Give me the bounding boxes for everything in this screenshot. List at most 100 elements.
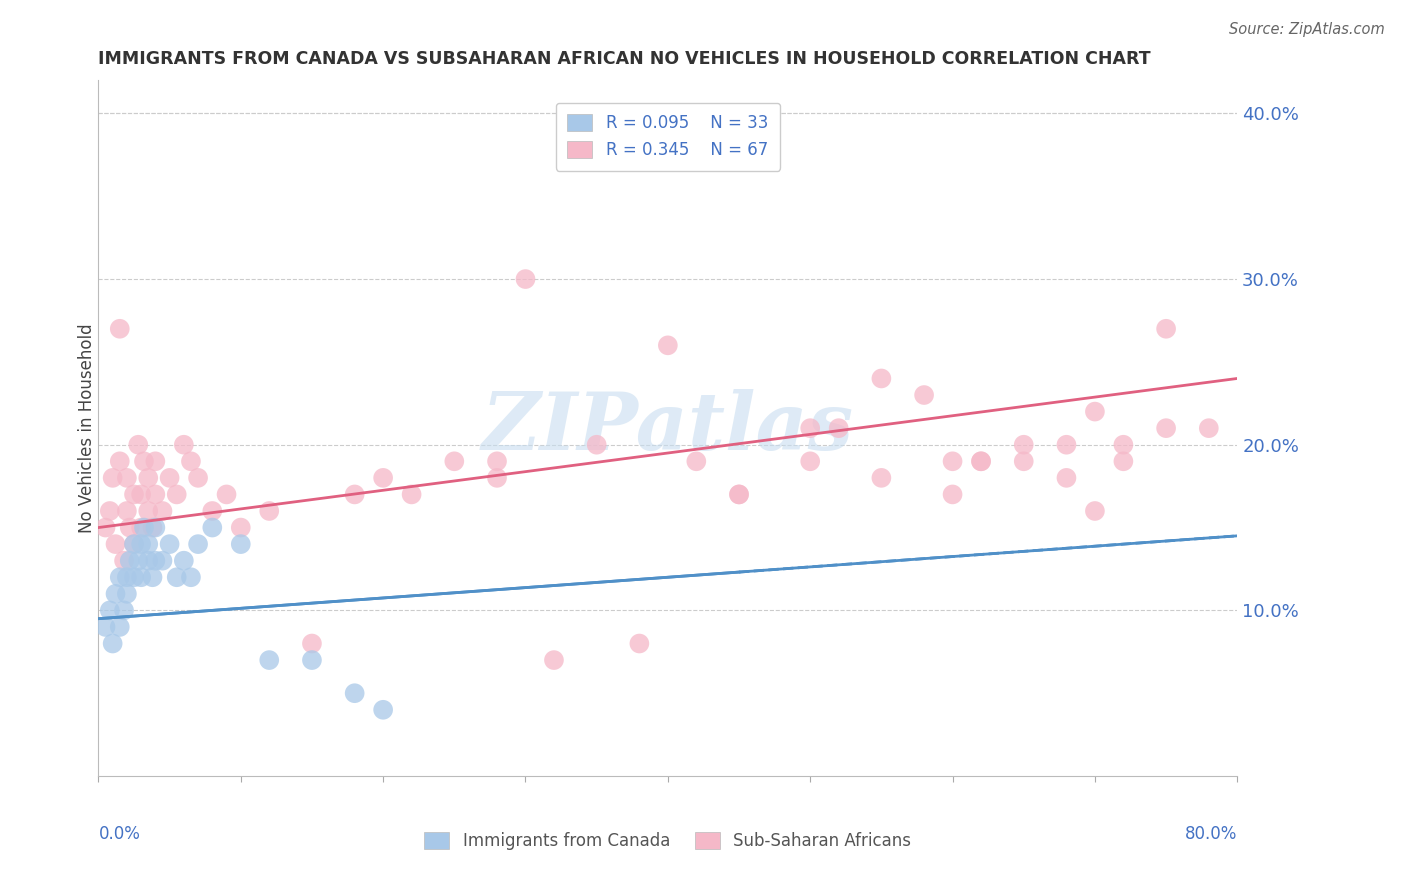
Point [1056, 438, 1078, 452]
Point [1084, 404, 1107, 418]
Point [166, 570, 188, 584]
Point [136, 471, 159, 485]
Point [129, 570, 152, 584]
Text: ZIPatlas: ZIPatlas [482, 390, 853, 467]
Point [942, 454, 965, 468]
Point [94, 620, 117, 634]
Point [728, 487, 751, 501]
Point [98, 504, 121, 518]
Point [628, 636, 651, 650]
Point [515, 272, 537, 286]
Point [127, 554, 149, 568]
Point [145, 454, 167, 468]
Point [141, 520, 163, 534]
Text: 0.0%: 0.0% [98, 825, 141, 843]
Point [94, 520, 117, 534]
Point [259, 653, 281, 667]
Point [486, 471, 509, 485]
Point [728, 487, 751, 501]
Point [543, 653, 565, 667]
Point [145, 520, 167, 534]
Point [970, 454, 993, 468]
Point [585, 438, 607, 452]
Point [443, 454, 465, 468]
Point [187, 537, 209, 551]
Point [343, 487, 366, 501]
Point [229, 520, 252, 534]
Point [112, 603, 135, 617]
Point [132, 454, 155, 468]
Point [401, 487, 423, 501]
Point [173, 438, 195, 452]
Y-axis label: No Vehicles in Household: No Vehicles in Household [79, 323, 96, 533]
Point [1012, 454, 1035, 468]
Point [136, 537, 159, 551]
Point [152, 554, 174, 568]
Point [122, 537, 145, 551]
Point [1112, 438, 1135, 452]
Point [129, 537, 152, 551]
Point [108, 454, 131, 468]
Point [1056, 471, 1078, 485]
Point [127, 438, 149, 452]
Legend: Immigrants from Canada, Sub-Saharan Africans: Immigrants from Canada, Sub-Saharan Afri… [416, 823, 920, 858]
Text: IMMIGRANTS FROM CANADA VS SUBSAHARAN AFRICAN NO VEHICLES IN HOUSEHOLD CORRELATIO: IMMIGRANTS FROM CANADA VS SUBSAHARAN AFR… [98, 50, 1152, 68]
Point [129, 520, 152, 534]
Point [799, 421, 821, 435]
Point [1084, 504, 1107, 518]
Point [373, 471, 395, 485]
Point [1198, 421, 1220, 435]
Point [115, 471, 138, 485]
Point [112, 554, 135, 568]
Point [152, 504, 174, 518]
Point [828, 421, 851, 435]
Point [173, 554, 195, 568]
Point [942, 487, 965, 501]
Point [108, 620, 131, 634]
Text: 80.0%: 80.0% [1185, 825, 1237, 843]
Point [118, 554, 141, 568]
Point [870, 371, 893, 385]
Point [1112, 454, 1135, 468]
Point [159, 471, 181, 485]
Point [118, 520, 141, 534]
Point [98, 603, 121, 617]
Point [229, 537, 252, 551]
Point [343, 686, 366, 700]
Point [136, 504, 159, 518]
Point [136, 554, 159, 568]
Point [104, 587, 127, 601]
Point [122, 570, 145, 584]
Point [115, 587, 138, 601]
Point [870, 471, 893, 485]
Point [115, 504, 138, 518]
Point [1154, 421, 1177, 435]
Point [108, 570, 131, 584]
Point [141, 570, 163, 584]
Point [486, 454, 509, 468]
Point [115, 570, 138, 584]
Point [799, 454, 821, 468]
Point [1012, 438, 1035, 452]
Point [201, 520, 224, 534]
Point [259, 504, 281, 518]
Point [373, 703, 395, 717]
Point [122, 487, 145, 501]
Point [104, 537, 127, 551]
Point [180, 570, 202, 584]
Point [657, 338, 679, 352]
Point [912, 388, 935, 402]
Point [180, 454, 202, 468]
Point [101, 636, 124, 650]
Text: Source: ZipAtlas.com: Source: ZipAtlas.com [1229, 22, 1385, 37]
Point [301, 653, 323, 667]
Point [122, 537, 145, 551]
Point [108, 322, 131, 336]
Point [970, 454, 993, 468]
Point [145, 554, 167, 568]
Point [685, 454, 707, 468]
Point [201, 504, 224, 518]
Point [132, 520, 155, 534]
Point [1154, 322, 1177, 336]
Point [215, 487, 238, 501]
